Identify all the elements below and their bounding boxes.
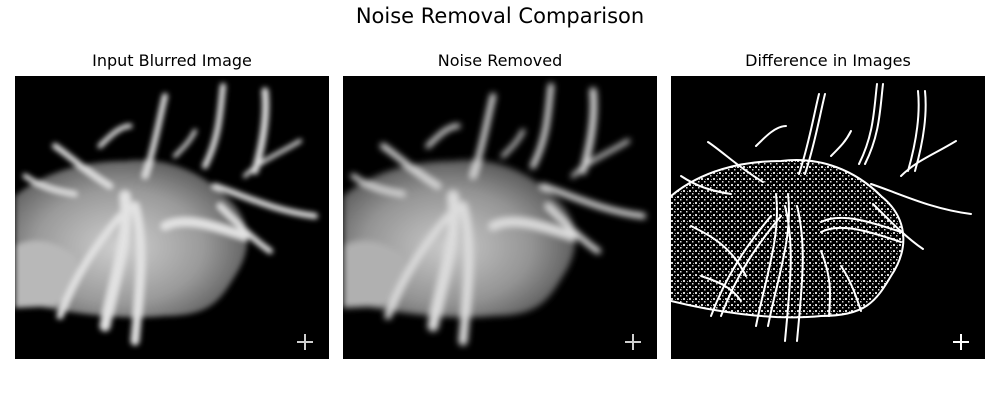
difference-image bbox=[671, 76, 985, 359]
input-blurred-image bbox=[15, 76, 329, 359]
noise-removed-image bbox=[343, 76, 657, 359]
panel-title-difference: Difference in Images bbox=[745, 51, 911, 70]
panel-title-input: Input Blurred Image bbox=[92, 51, 252, 70]
panel-title-noise-removed: Noise Removed bbox=[437, 51, 563, 70]
figure-title: Noise Removal Comparison bbox=[355, 4, 645, 28]
